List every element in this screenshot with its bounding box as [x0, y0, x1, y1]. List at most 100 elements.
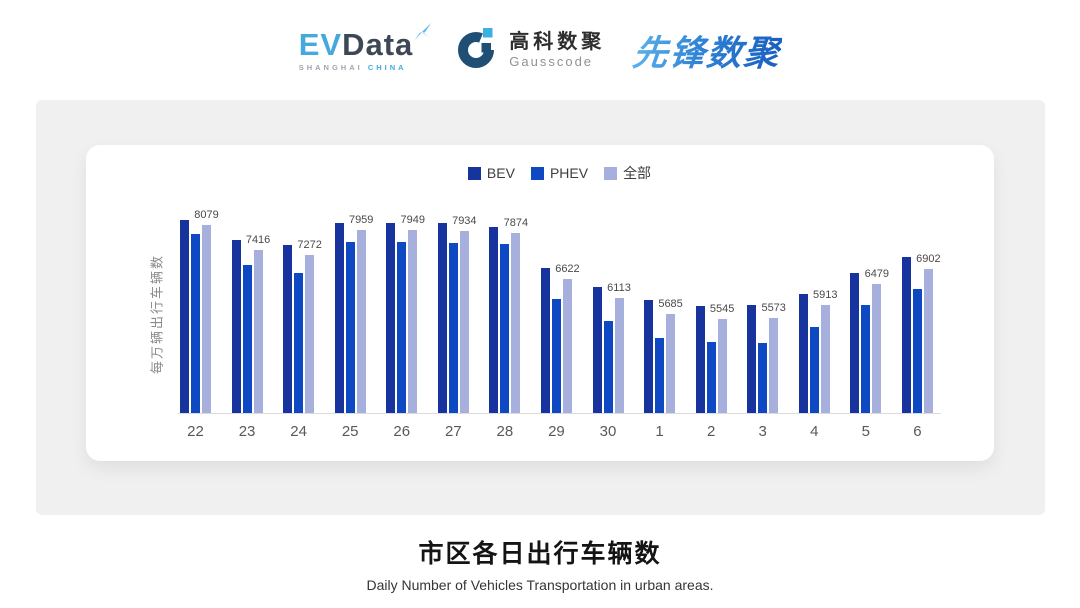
x-tick-6: 6 — [913, 423, 922, 440]
x-tick-24: 24 — [290, 423, 307, 440]
xianfeng-logo: 先锋数聚 — [631, 25, 784, 76]
bar-group-24: 7272 — [283, 239, 322, 413]
plot-area: 8079 7416 7272 7959 7949 7934 7874 6622 6113 5685… — [178, 207, 941, 414]
x-tick-27: 27 — [444, 423, 462, 440]
legend-label-all: 全部 — [623, 165, 652, 181]
legend-label-phev: PHEV — [549, 165, 589, 181]
bar-all-4 — [820, 305, 830, 413]
bar-all-29 — [562, 279, 572, 413]
bar-group-30: 6113 — [592, 282, 631, 413]
evdata-logo-data-text: Data — [342, 26, 414, 62]
bar-all-1 — [666, 313, 676, 413]
x-tick-1: 1 — [655, 423, 664, 440]
bar-phev-30 — [603, 320, 613, 413]
bar-bev-24 — [283, 244, 293, 413]
bar-phev-1 — [655, 338, 665, 413]
bar-value-label-24: 7272 — [297, 239, 322, 252]
x-tick-26: 26 — [393, 423, 411, 440]
bar-group-2: 5545 — [695, 303, 734, 413]
legend-swatch-bev — [467, 166, 481, 180]
bar-all-26 — [408, 230, 418, 413]
x-tick-3: 3 — [758, 423, 767, 440]
bar-group-5: 6479 — [850, 268, 889, 413]
bar-value-label-5: 6479 — [864, 268, 890, 281]
bar-value-label-22: 8079 — [194, 209, 219, 222]
legend-label-bev: BEV — [486, 165, 515, 181]
bar-phev-5 — [861, 305, 871, 413]
bar-phev-23 — [242, 265, 252, 413]
bar-value-label-25: 7959 — [348, 213, 374, 226]
bar-value-label-30: 6113 — [607, 281, 631, 294]
bar-value-label-27: 7934 — [452, 214, 477, 227]
bar-value-label-4: 5913 — [813, 289, 838, 302]
evdata-sub-shanghai: SHANGHAI — [298, 62, 363, 72]
evdata-logo-subtext: SHANGHAI CHINA — [299, 63, 414, 72]
evdata-star-icon — [411, 21, 433, 48]
bar-group-22: 8079 — [180, 209, 219, 413]
bar-value-label-3: 5573 — [761, 301, 786, 314]
bar-value-label-26: 7949 — [400, 214, 425, 227]
bar-phev-29 — [551, 299, 561, 413]
bar-bev-6 — [901, 257, 911, 413]
legend-item-phev[interactable]: PHEV — [530, 165, 589, 181]
bar-value-label-6: 6902 — [916, 252, 941, 265]
x-tick-2: 2 — [706, 423, 716, 440]
bar-bev-26 — [386, 222, 396, 413]
bar-group-23: 7416 — [231, 234, 270, 413]
bar-group-25: 7959 — [334, 214, 373, 413]
x-axis-ticks: 22 23 24 25 26 27 28 29 30 1 2 3 4 5 6 — [178, 423, 941, 440]
bar-all-27 — [459, 230, 469, 413]
legend-swatch-all — [604, 166, 618, 180]
bar-value-label-23: 7416 — [245, 233, 271, 246]
x-tick-25: 25 — [341, 423, 359, 440]
bar-phev-3 — [758, 342, 768, 413]
x-tick-5: 5 — [861, 423, 870, 440]
bar-group-27: 7934 — [437, 215, 477, 413]
legend-item-bev[interactable]: BEV — [467, 165, 515, 181]
bar-all-22 — [202, 225, 211, 413]
bar-phev-28 — [500, 244, 510, 413]
bar-bev-23 — [231, 239, 241, 413]
bar-all-24 — [305, 255, 315, 413]
figure-title: 市区各日出行车辆数 — [418, 540, 662, 568]
chart-legend: BEV PHEV 全部 — [178, 165, 941, 181]
bar-all-28 — [511, 232, 521, 413]
bar-phev-25 — [345, 241, 355, 413]
bar-group-3: 5573 — [747, 302, 786, 413]
bar-all-2 — [717, 318, 727, 413]
legend-item-all[interactable]: 全部 — [604, 163, 651, 183]
bar-bev-27 — [437, 223, 447, 413]
bar-bev-29 — [540, 268, 550, 413]
bar-all-3 — [769, 317, 779, 413]
bar-phev-26 — [397, 241, 407, 413]
gausscode-logo: 高科数聚 Gausscode — [455, 26, 605, 75]
chart-card: BEV PHEV 全部 每万辆出行车辆数 8079 7416 7272 7959 7949 7… — [86, 145, 994, 461]
bar-value-label-29: 6622 — [555, 263, 580, 276]
figure-subtitle: Daily Number of Vehicles Transportation … — [366, 577, 714, 593]
bar-group-6: 6902 — [901, 253, 941, 413]
gausscode-g-icon — [455, 26, 499, 75]
bar-phev-4 — [809, 326, 819, 413]
evdata-logo-ev-text: EV — [298, 26, 343, 62]
figure-caption: 市区各日出行车辆数 Daily Number of Vehicles Trans… — [0, 534, 1080, 593]
bar-all-30 — [614, 297, 624, 413]
bar-group-1: 5685 — [644, 298, 683, 413]
bar-all-5 — [872, 284, 882, 413]
bar-bev-2 — [695, 305, 705, 413]
brand-header: EVData SHANGHAI CHINA 高科数聚 — [0, 0, 1080, 100]
bar-value-label-1: 5685 — [658, 297, 683, 310]
gausscode-cn-text: 高科数聚 — [509, 31, 606, 53]
y-axis-title: 每万辆出行车辆数 — [149, 254, 165, 375]
x-tick-22: 22 — [187, 423, 204, 440]
bar-bev-1 — [644, 299, 654, 413]
bar-bev-30 — [592, 286, 602, 413]
x-tick-28: 28 — [496, 423, 514, 440]
bar-phev-27 — [448, 242, 458, 413]
bar-phev-24 — [294, 273, 304, 413]
bar-bev-22 — [180, 220, 189, 413]
x-tick-30: 30 — [599, 423, 617, 440]
bar-phev-2 — [706, 342, 716, 413]
evdata-sub-china: CHINA — [367, 62, 407, 72]
bar-group-4: 5913 — [798, 289, 837, 413]
bar-group-29: 6622 — [540, 263, 580, 413]
